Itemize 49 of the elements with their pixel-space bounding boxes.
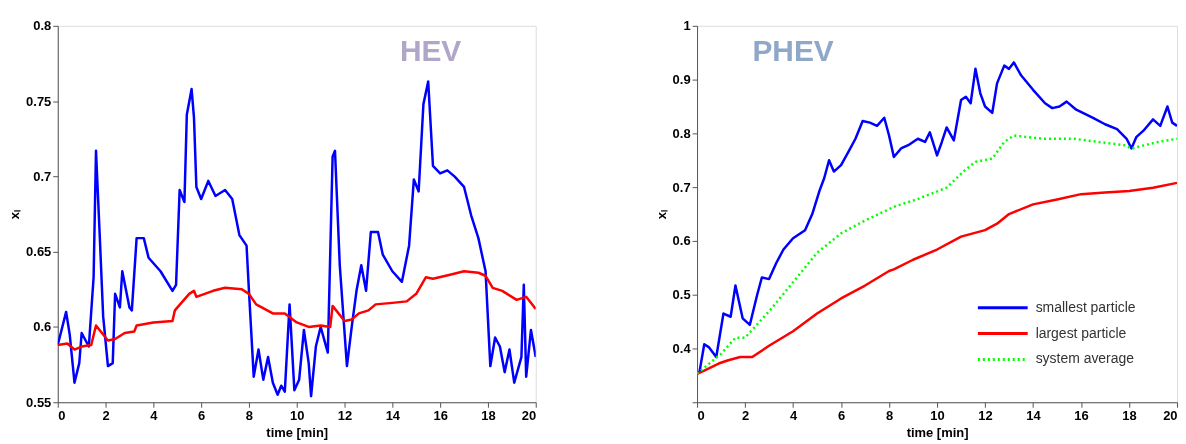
x-tick-label: 0	[58, 407, 66, 423]
y-tick-label: 0.6	[33, 319, 52, 335]
line-series	[697, 134, 1178, 375]
y-tick-label: 0.9	[672, 72, 691, 88]
y-tick-label: 0.8	[33, 18, 52, 34]
x-tick-label: 18	[1122, 407, 1137, 423]
y-tick-label: 0.8	[672, 125, 691, 141]
y-tick-label: 0.7	[33, 168, 52, 184]
x-tick-label: 12	[337, 407, 353, 423]
x-axis-title: time [min]	[266, 424, 329, 440]
chart-title: PHEV	[752, 34, 834, 68]
x-tick-label: 20	[521, 407, 537, 423]
y-tick-label: 0.5	[672, 287, 691, 303]
x-tick-label: 12	[978, 407, 993, 423]
y-tick-label: 0.65	[26, 244, 52, 260]
x-tick-label: 16	[433, 407, 448, 423]
line-series	[57, 270, 536, 351]
x-axis-title: time [min]	[906, 424, 969, 440]
x-tick-label: 4	[789, 407, 798, 423]
y-tick-label: 0.55	[26, 394, 52, 410]
y-axis-title: xₗ	[7, 209, 23, 220]
x-tick-label: 14	[1026, 407, 1042, 423]
y-tick-label: 0.4	[672, 340, 692, 356]
x-tick-label: 2	[741, 407, 750, 423]
y-tick-label: 0.6	[672, 233, 691, 249]
legend-label: system average	[1035, 350, 1135, 367]
y-tick-label: 0.7	[672, 179, 691, 195]
line-series	[697, 181, 1178, 375]
x-tick-label: 14	[385, 407, 401, 423]
y-tick-label: 0.75	[26, 93, 52, 109]
y-tick-label: 1	[683, 18, 691, 34]
y-axis-title: xₗ	[653, 209, 669, 220]
x-tick-label: 10	[290, 407, 305, 423]
x-tick-label: 18	[481, 407, 496, 423]
x-tick-label: 4	[150, 407, 159, 423]
x-tick-label: 2	[102, 407, 110, 423]
chart-title: HEV	[399, 34, 462, 68]
x-tick-label: 10	[930, 407, 945, 423]
x-tick-label: 6	[837, 407, 846, 423]
x-tick-label: 8	[245, 407, 254, 423]
line-series	[57, 80, 536, 398]
x-tick-label: 8	[885, 407, 894, 423]
x-tick-label: 6	[198, 407, 206, 423]
x-tick-label: 0	[697, 407, 705, 423]
x-tick-label: 20	[1163, 407, 1178, 423]
legend-label: largest particle	[1035, 324, 1127, 341]
x-tick-label: 16	[1074, 407, 1089, 423]
legend-label: smallest particle	[1035, 298, 1136, 315]
line-series	[697, 61, 1178, 375]
